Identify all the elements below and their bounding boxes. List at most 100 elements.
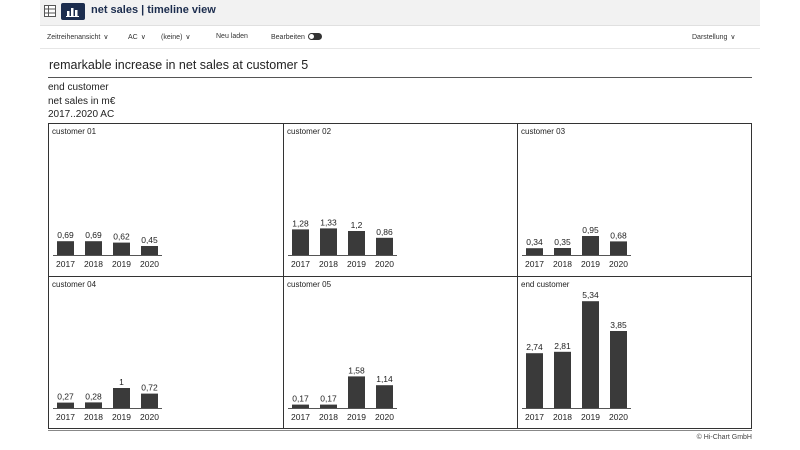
data-label: 2,81 [554,341,571,351]
x-tick-label: 2019 [581,259,600,269]
panel-title: customer 03 [521,127,566,136]
filter-dropdown-label: (keine) [161,34,183,41]
chart-panel: customer 04 0,27 2017 0,28 2018 1 2019 0,72 2020 [49,277,282,429]
bar [348,231,365,255]
bar [610,331,627,408]
report-entity: end customer [48,82,109,93]
x-tick-label: 2019 [581,412,600,422]
bar-chart: 0,69 2017 0,69 2018 0,62 2019 0,45 2020 [53,230,162,269]
report-measure: net sales in m€ [48,96,116,107]
toggle-switch-icon [307,33,322,40]
view-dropdown[interactable]: Zeitreihenansicht ∨ [47,33,108,41]
x-tick-label: 2018 [319,259,338,269]
data-label: 2,74 [526,342,543,352]
bar [582,301,599,408]
bar [376,385,393,408]
app-title: net sales | timeline view [91,4,216,16]
display-dropdown-label: Darstellung [692,34,728,41]
panel-divider [49,276,751,277]
x-tick-label: 2020 [140,412,159,422]
data-label: 0,28 [85,391,102,401]
bar [85,241,102,255]
bar [610,241,627,255]
data-label: 0,62 [113,232,130,242]
bar-chart: 1,28 2017 1,33 2018 1,2 2019 0,86 2020 [288,217,397,269]
chevron-down-icon: ∨ [140,34,146,41]
bar [320,228,337,255]
headline-divider [48,77,752,78]
filter-dropdown[interactable]: (keine) ∨ [161,33,191,41]
data-label: 3,85 [610,320,627,330]
x-tick-label: 2018 [319,412,338,422]
bar [554,248,571,255]
x-tick-label: 2017 [56,259,75,269]
title-bar: net sales | timeline view [40,0,760,26]
bar [141,393,158,408]
edit-toggle[interactable]: Bearbeiten [271,33,322,41]
data-label: 0,69 [57,230,74,240]
x-tick-label: 2018 [553,412,572,422]
bar [57,402,74,408]
data-label: 0,17 [320,394,337,404]
data-label: 0,72 [141,383,158,393]
x-tick-label: 2018 [84,412,103,422]
x-tick-label: 2017 [56,412,75,422]
copyright-notice: © Hi-Chart GmbH [696,434,752,441]
reload-button[interactable]: Neu laden [216,33,248,40]
report-period: 2017..2020 AC [48,109,115,120]
x-tick-label: 2017 [291,259,310,269]
chart-panel: customer 02 1,28 2017 1,33 2018 1,2 2019 0,86 20… [284,124,517,276]
edit-toggle-label: Bearbeiten [271,34,305,41]
display-dropdown[interactable]: Darstellung ∨ [692,33,736,41]
chart-panel: customer 03 0,34 2017 0,35 2018 0,95 2019 0,68 2… [518,124,751,276]
small-multiples-grid: customer 01 0,69 2017 0,69 2018 0,62 2019 0,45 2… [48,123,752,429]
bar-chart: 2,74 2017 2,81 2018 5,34 2019 3,85 2020 [522,290,631,422]
chevron-down-icon: ∨ [730,34,736,41]
x-tick-label: 2017 [525,412,544,422]
bar [348,376,365,408]
bar [320,404,337,408]
chevron-down-icon: ∨ [185,34,191,41]
data-label: 0,86 [376,227,393,237]
data-label: 1,33 [320,217,337,227]
data-label: 0,95 [582,225,599,235]
x-tick-label: 2018 [553,259,572,269]
x-tick-label: 2020 [375,259,394,269]
table-view-icon[interactable] [44,5,56,17]
panel-title: customer 01 [52,127,97,136]
chart-panel: customer 05 0,17 2017 0,17 2018 1,58 2019 1,14 2… [284,277,517,429]
scenario-dropdown[interactable]: AC ∨ [128,33,146,41]
bar [554,351,571,408]
data-label: 0,27 [57,392,74,402]
panel-title: customer 05 [287,280,332,289]
bar [526,248,543,255]
x-tick-label: 2019 [347,412,366,422]
x-tick-label: 2017 [291,412,310,422]
x-tick-label: 2019 [347,259,366,269]
toolbar: Zeitreihenansicht ∨ AC ∨ (keine) ∨ Neu lade… [40,26,760,49]
data-label: 0,35 [554,237,571,247]
chart-view-icon[interactable] [61,3,85,20]
x-tick-label: 2020 [375,412,394,422]
x-tick-label: 2019 [112,259,131,269]
x-tick-label: 2020 [609,412,628,422]
panel-title: customer 04 [52,280,97,289]
bar [113,388,130,408]
bar [292,229,309,255]
bar [376,237,393,255]
x-tick-label: 2017 [525,259,544,269]
data-label: 1,28 [292,218,309,228]
panel-title: customer 02 [287,127,332,136]
data-label: 0,68 [610,230,627,240]
bar-chart: 0,27 2017 0,28 2018 1 2019 0,72 2020 [53,377,162,422]
data-label: 0,17 [292,394,309,404]
x-tick-label: 2018 [84,259,103,269]
data-label: 1,14 [376,374,393,384]
data-label: 1 [119,377,124,387]
data-label: 1,58 [348,365,365,375]
bar-chart: 0,17 2017 0,17 2018 1,58 2019 1,14 2020 [288,365,397,422]
bar [582,236,599,255]
chevron-down-icon: ∨ [103,34,109,41]
data-label: 0,34 [526,237,543,247]
data-label: 0,69 [85,230,102,240]
